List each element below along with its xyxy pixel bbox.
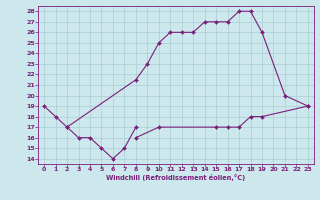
X-axis label: Windchill (Refroidissement éolien,°C): Windchill (Refroidissement éolien,°C) [106,174,246,181]
